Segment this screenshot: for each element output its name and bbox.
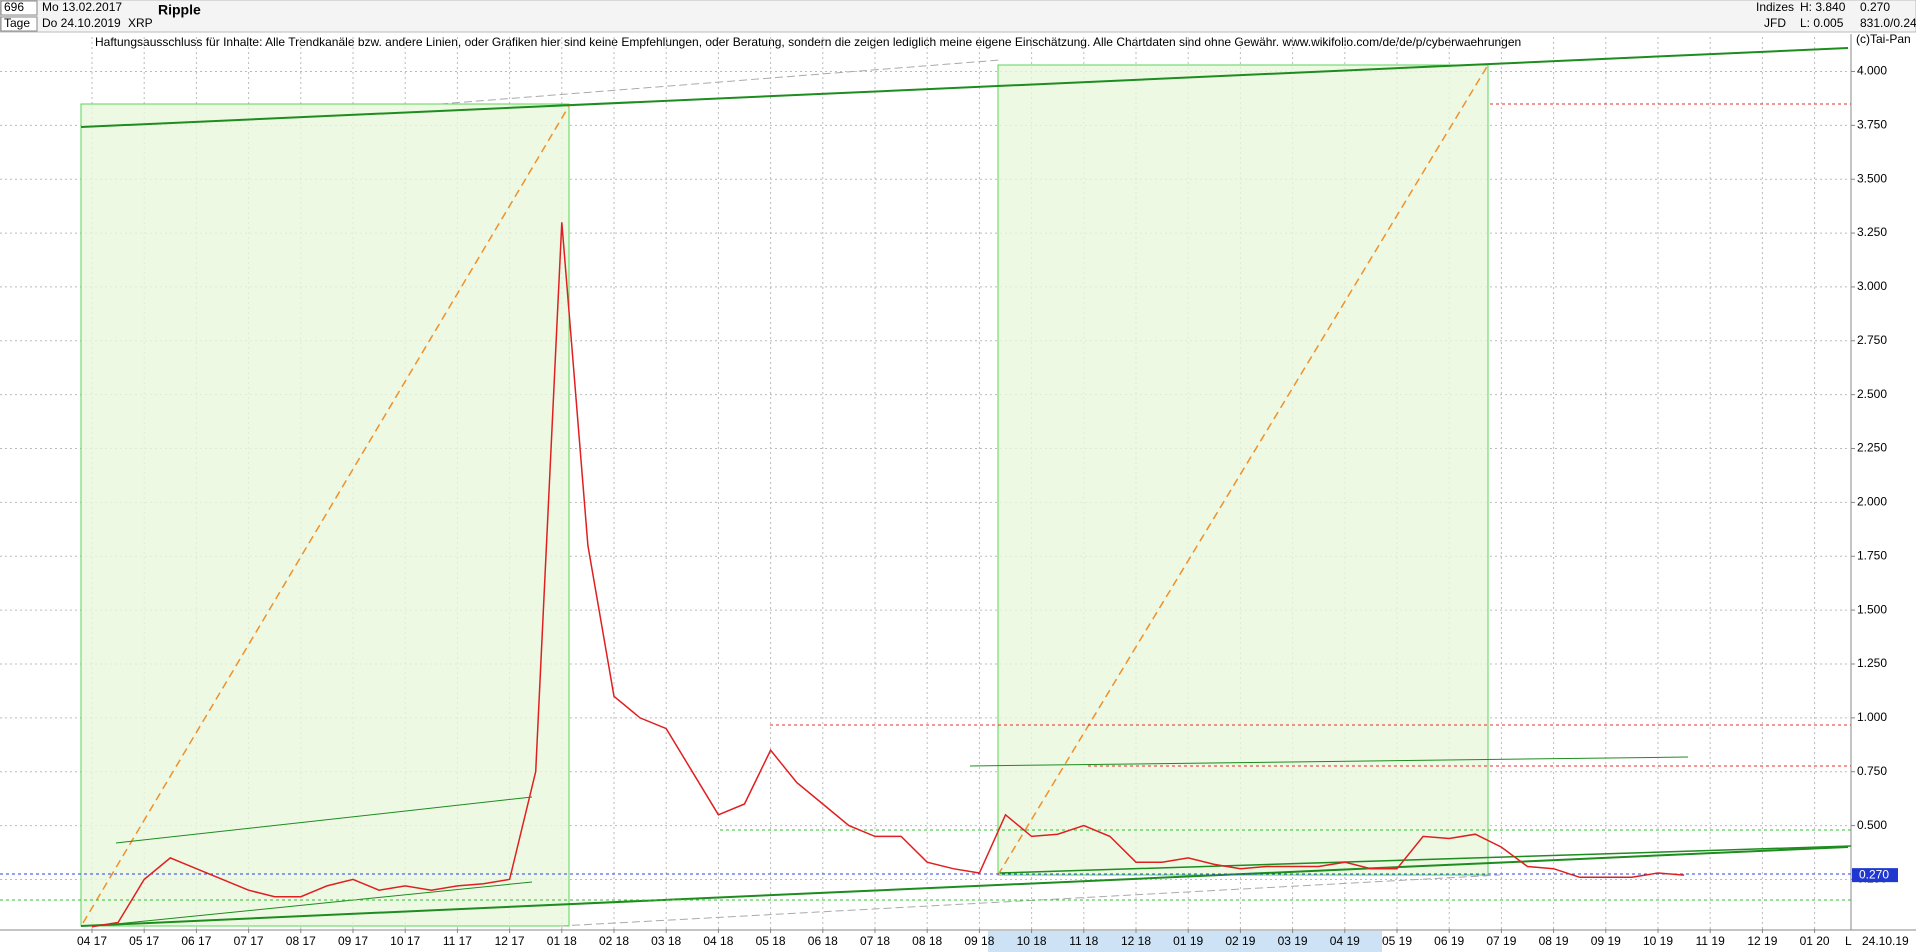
- x-tick-label: 09 19: [1591, 934, 1621, 948]
- x-tick-label: 07 19: [1486, 934, 1516, 948]
- x-tick-label: 11 17: [443, 934, 472, 948]
- last-price-label: 0.270: [1859, 867, 1889, 881]
- broker: JFD: [1764, 16, 1786, 30]
- x-tick-label: 09 17: [338, 934, 368, 948]
- y-tick-label: 3.500: [1857, 171, 1887, 185]
- y-tick-label: 4.000: [1857, 64, 1887, 78]
- trend-line: [80, 47, 1849, 128]
- x-axis-highlight: [988, 931, 1382, 952]
- trend-line: [115, 881, 533, 925]
- x-tick-label: 10 19: [1643, 934, 1673, 948]
- x-tick-label: 11 19: [1696, 934, 1725, 948]
- y-tick-label: 2.750: [1857, 333, 1887, 347]
- end-date: Do 24.10.2019: [42, 16, 121, 30]
- y-tick-label: 2.500: [1857, 387, 1887, 401]
- x-tick-label: 08 17: [286, 934, 316, 948]
- fib-line: [82, 105, 570, 924]
- x-tick-label: 06 17: [181, 934, 211, 948]
- disclaimer: Haftungsausschluss für Inhalte: Alle Tre…: [95, 35, 1521, 49]
- y-tick-label: 1.250: [1857, 656, 1887, 670]
- y-tick-label: 0.500: [1857, 818, 1887, 832]
- count: 696: [4, 0, 24, 14]
- high: H: 3.840: [1800, 0, 1846, 14]
- x-tick-label: 02 19: [1225, 934, 1255, 948]
- axis-mode: L: [1845, 934, 1852, 948]
- x-tick-label: 12 17: [495, 934, 525, 948]
- market: Indizes: [1756, 0, 1794, 14]
- guide-line: [559, 874, 1501, 927]
- x-tick-label: 01 18: [547, 934, 577, 948]
- fib-line: [997, 64, 1489, 876]
- x-tick-label: 10 18: [1017, 934, 1047, 948]
- last-price-box: [1852, 868, 1898, 883]
- x-tick-label: 02 18: [599, 934, 629, 948]
- y-tick-label: 1.000: [1857, 710, 1887, 724]
- y-tick-label: 3.750: [1857, 118, 1887, 132]
- low: L: 0.005: [1800, 16, 1844, 30]
- x-tick-label: 03 18: [651, 934, 681, 948]
- y-tick-label: 2.250: [1857, 441, 1887, 455]
- x-tick-label: 07 18: [860, 934, 890, 948]
- period: Tage: [4, 16, 30, 30]
- x-tick-label: 12 19: [1747, 934, 1777, 948]
- x-tick-label: 01 20: [1800, 934, 1830, 948]
- x-tick-label: 08 19: [1539, 934, 1569, 948]
- instrument-name: Ripple: [158, 2, 201, 18]
- x-tick-label: 09 18: [964, 934, 994, 948]
- y-tick-label: 3.250: [1857, 225, 1887, 239]
- x-tick-label: 05 17: [129, 934, 159, 948]
- axis-date: 24.10.19: [1862, 934, 1909, 948]
- y-tick-label: 1.500: [1857, 602, 1887, 616]
- copyright: (c)Tai-Pan: [1856, 32, 1911, 46]
- x-tick-label: 03 19: [1278, 934, 1308, 948]
- x-tick-label: 04 18: [703, 934, 733, 948]
- x-tick-label: 06 19: [1434, 934, 1464, 948]
- x-tick-label: 08 18: [912, 934, 942, 948]
- x-tick-label: 04 19: [1330, 934, 1360, 948]
- x-tick-label: 06 18: [808, 934, 838, 948]
- y-tick-label: 1.750: [1857, 548, 1887, 562]
- x-tick-label: 10 17: [390, 934, 420, 948]
- x-tick-label: 12 18: [1121, 934, 1151, 948]
- x-tick-label: 05 18: [756, 934, 786, 948]
- count-box[interactable]: [0, 0, 38, 16]
- period-box[interactable]: [0, 16, 38, 32]
- trend-line: [969, 756, 1689, 767]
- trend-line: [80, 846, 1849, 927]
- y-tick-label: 3.000: [1857, 279, 1887, 293]
- symbol: XRP: [128, 16, 153, 30]
- y-tick-label: 2.000: [1857, 495, 1887, 509]
- start-date: Mo 13.02.2017: [42, 0, 122, 14]
- x-tick-label: 05 19: [1382, 934, 1412, 948]
- price-line: [91, 222, 1685, 928]
- x-tick-label: 01 19: [1173, 934, 1203, 948]
- guide-line: [439, 59, 1001, 105]
- x-tick-label: 11 18: [1069, 934, 1098, 948]
- header-bar: [0, 0, 1916, 33]
- extra: 831.0/0.24: [1860, 16, 1916, 30]
- trend-line: [999, 845, 1852, 874]
- trend-line: [115, 796, 533, 844]
- x-tick-label: 04 17: [77, 934, 107, 948]
- x-tick-label: 07 17: [234, 934, 264, 948]
- last: 0.270: [1860, 0, 1890, 14]
- y-tick-label: 0.750: [1857, 764, 1887, 778]
